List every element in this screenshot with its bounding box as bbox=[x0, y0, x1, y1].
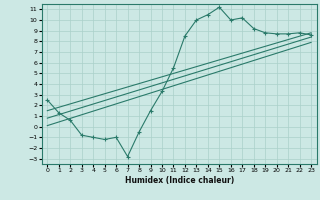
X-axis label: Humidex (Indice chaleur): Humidex (Indice chaleur) bbox=[124, 176, 234, 185]
